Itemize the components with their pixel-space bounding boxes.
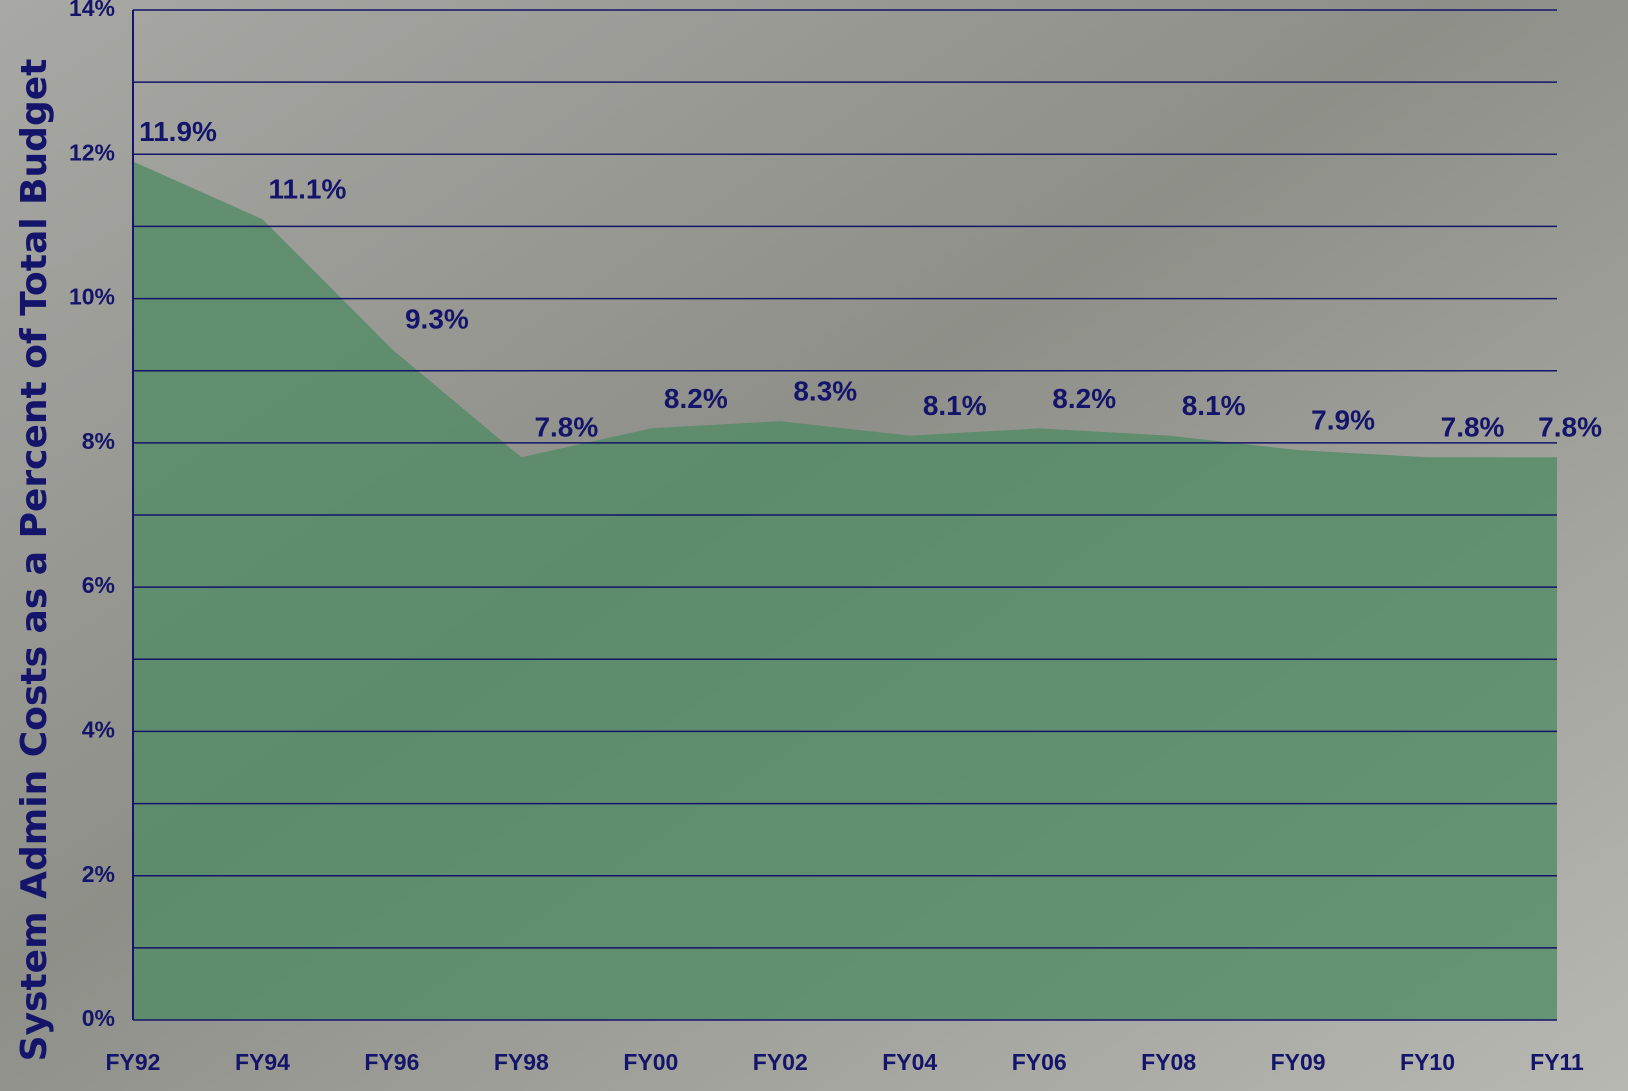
area [133, 161, 1557, 1020]
x-tick-label: FY92 [106, 1049, 161, 1075]
value-label: 11.1% [269, 174, 347, 205]
x-tick-label: FY94 [235, 1049, 290, 1075]
value-label: 7.8% [534, 412, 598, 443]
x-tick-label: FY96 [364, 1049, 419, 1075]
value-label: 8.1% [1182, 390, 1246, 421]
y-tick-label: 4% [82, 717, 115, 743]
value-label: 7.8% [1441, 412, 1505, 443]
y-tick-label: 10% [69, 284, 115, 310]
y-tick-label: 2% [82, 861, 115, 887]
x-tick-label: FY06 [1012, 1049, 1067, 1075]
x-tick-label: FY11 [1530, 1049, 1584, 1075]
x-tick-label: FY10 [1400, 1049, 1455, 1075]
value-label: 9.3% [405, 303, 469, 334]
value-label: 8.3% [793, 376, 857, 407]
value-label: 8.2% [664, 383, 728, 414]
x-tick-label: FY04 [882, 1049, 937, 1075]
value-label: 7.9% [1311, 404, 1375, 435]
y-tick-label: 12% [69, 139, 115, 165]
y-tick-label: 6% [82, 572, 115, 598]
x-tick-label: FY08 [1141, 1049, 1196, 1075]
y-axis-label: System Admin Costs as a Percent of Total… [14, 59, 55, 1062]
y-tick-label: 8% [82, 428, 115, 454]
x-tick-label: FY09 [1271, 1049, 1326, 1075]
value-label: 7.8% [1538, 412, 1602, 443]
value-label: 8.2% [1052, 383, 1116, 414]
y-tick-label: 0% [82, 1005, 115, 1031]
x-tick-label: FY98 [494, 1049, 549, 1075]
y-tick-label: 14% [69, 0, 115, 21]
value-label: 11.9% [139, 116, 217, 147]
value-label: 8.1% [923, 390, 987, 421]
x-tick-label: FY00 [623, 1049, 678, 1075]
x-tick-label: FY02 [753, 1049, 808, 1075]
